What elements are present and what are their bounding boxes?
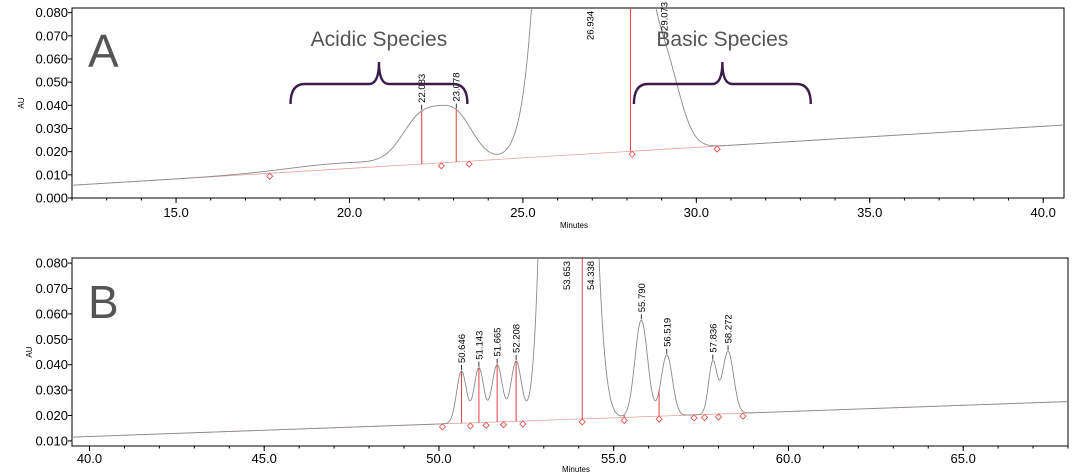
x-tick-label: 45.0 bbox=[252, 451, 277, 466]
y-tick-label: 0.010 bbox=[35, 433, 68, 448]
y-tick-label: 0.040 bbox=[35, 98, 68, 113]
baseline-marker bbox=[482, 421, 490, 429]
y-tick-label: 0.080 bbox=[35, 256, 68, 271]
species-group-label: Basic Species bbox=[656, 28, 788, 51]
x-tick-label: 40.0 bbox=[1031, 205, 1056, 220]
baseline-marker bbox=[465, 160, 473, 168]
x-tick-label: 25.0 bbox=[510, 205, 535, 220]
peak-retention-label: 58.272 bbox=[724, 314, 735, 343]
peak-retention-label: 54.338 bbox=[586, 261, 597, 290]
baseline-marker bbox=[578, 418, 586, 426]
peak-retention-label: 22.083 bbox=[417, 74, 428, 103]
x-tick-label: 65.0 bbox=[951, 451, 976, 466]
x-tick-label: 60.0 bbox=[776, 451, 801, 466]
y-tick-label: 0.080 bbox=[35, 5, 68, 20]
species-bracket bbox=[632, 61, 812, 105]
x-tick-label: 50.0 bbox=[426, 451, 451, 466]
y-tick-label: 0.010 bbox=[35, 167, 68, 182]
chart-panel-b: 0.010 0.020 0.030 0.040 0.050 0.060 0.070 0.080… bbox=[25, 256, 1069, 474]
x-axis-title: Minutes bbox=[560, 221, 588, 230]
peak-retention-label: 23.078 bbox=[452, 72, 463, 101]
baseline-marker bbox=[519, 420, 527, 428]
chart-panel-a: 0.000 0.010 0.020 0.030 0.040 0.050 0.060 0.070… bbox=[17, 2, 1065, 230]
peak-retention-label: 29.073 bbox=[660, 2, 671, 31]
x-tick-label: 40.0 bbox=[77, 451, 102, 466]
y-tick-label: 0.060 bbox=[35, 51, 68, 66]
y-tick-label: 0.000 bbox=[35, 191, 68, 206]
baseline-marker bbox=[700, 413, 709, 422]
y-tick-label: 0.070 bbox=[35, 28, 68, 43]
y-tick-label: 0.040 bbox=[35, 357, 68, 372]
plot-area bbox=[72, 258, 1068, 438]
y-tick-label: 0.030 bbox=[35, 121, 68, 136]
x-tick-label: 30.0 bbox=[684, 205, 709, 220]
y-tick-label: 0.050 bbox=[35, 332, 68, 347]
peak-retention-label: 57.836 bbox=[708, 324, 719, 353]
peak-retention-label: 51.665 bbox=[493, 328, 504, 357]
baseline-marker bbox=[500, 421, 508, 429]
peak-retention-label: 51.143 bbox=[474, 331, 485, 360]
y-axis-title: AU bbox=[17, 97, 26, 108]
panel-letter: B bbox=[88, 276, 119, 328]
baseline-marker bbox=[690, 414, 698, 422]
species-group-label: Acidic Species bbox=[311, 28, 448, 51]
plot-frame bbox=[71, 257, 1069, 447]
species-bracket bbox=[289, 61, 469, 105]
peak-retention-label: 50.646 bbox=[457, 334, 468, 363]
baseline-marker bbox=[620, 416, 628, 424]
peak-retention-label: 53.653 bbox=[562, 261, 573, 290]
y-tick-label: 0.050 bbox=[35, 75, 68, 90]
y-tick-label: 0.020 bbox=[35, 408, 68, 423]
baseline-marker bbox=[714, 413, 723, 421]
y-tick-label: 0.060 bbox=[35, 306, 68, 321]
plot-frame bbox=[71, 7, 1065, 199]
baseline-marker bbox=[655, 415, 663, 423]
peak-retention-label: 52.208 bbox=[512, 324, 523, 353]
baseline-marker bbox=[466, 422, 474, 430]
panel-letter: A bbox=[88, 25, 119, 77]
peak-retention-label: 26.934 bbox=[585, 11, 596, 40]
baseline-marker bbox=[713, 145, 721, 153]
y-axis-title: AU bbox=[25, 346, 34, 357]
chromatogram-trace bbox=[72, 8, 1064, 186]
x-tick-label: 55.0 bbox=[601, 451, 626, 466]
y-tick-label: 0.070 bbox=[35, 281, 68, 296]
baseline-marker bbox=[739, 412, 747, 420]
x-axis-title: Minutes bbox=[562, 465, 590, 474]
baseline-marker bbox=[437, 162, 445, 170]
x-tick-label: 35.0 bbox=[857, 205, 882, 220]
baseline-marker bbox=[266, 172, 274, 180]
y-tick-label: 0.030 bbox=[35, 383, 68, 398]
baseline-marker bbox=[628, 150, 636, 158]
chromatogram-trace bbox=[72, 258, 1068, 438]
x-tick-label: 20.0 bbox=[337, 205, 362, 220]
plot-area bbox=[72, 8, 1064, 186]
x-tick-label: 15.0 bbox=[163, 205, 188, 220]
peak-retention-label: 55.790 bbox=[637, 283, 648, 312]
peak-retention-label: 56.519 bbox=[662, 318, 673, 347]
baseline-marker bbox=[438, 423, 447, 431]
y-tick-label: 0.020 bbox=[35, 144, 68, 159]
